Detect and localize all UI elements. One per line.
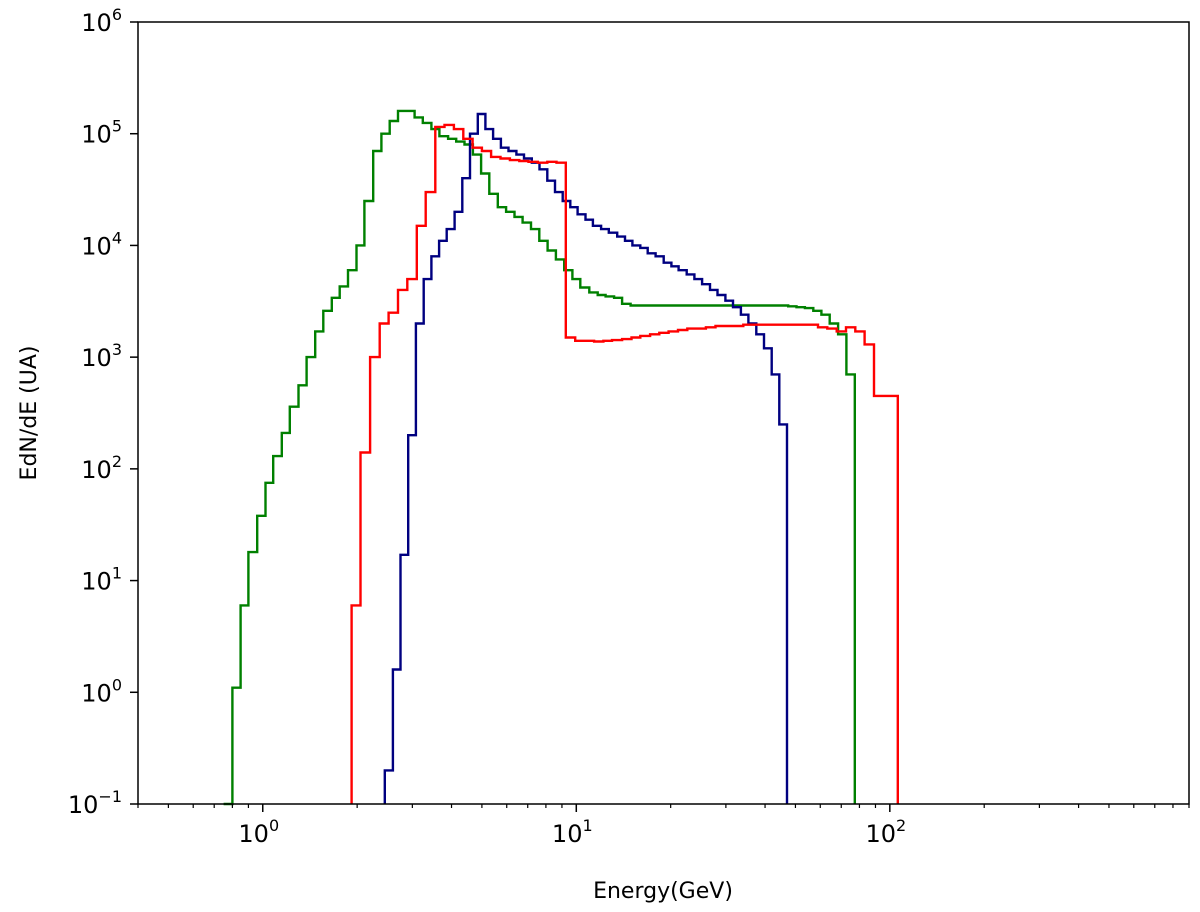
y-axis-label: EdN/dE (UA) bbox=[17, 346, 42, 481]
series-line-0 bbox=[223, 109, 856, 806]
plot-frame bbox=[137, 21, 1190, 805]
series-layer bbox=[223, 109, 899, 806]
x-axis-label: Energy(GeV) bbox=[593, 879, 733, 904]
y-tick-label: 104 bbox=[81, 228, 122, 260]
series-line-2 bbox=[350, 123, 899, 804]
series-line-1 bbox=[383, 112, 789, 804]
